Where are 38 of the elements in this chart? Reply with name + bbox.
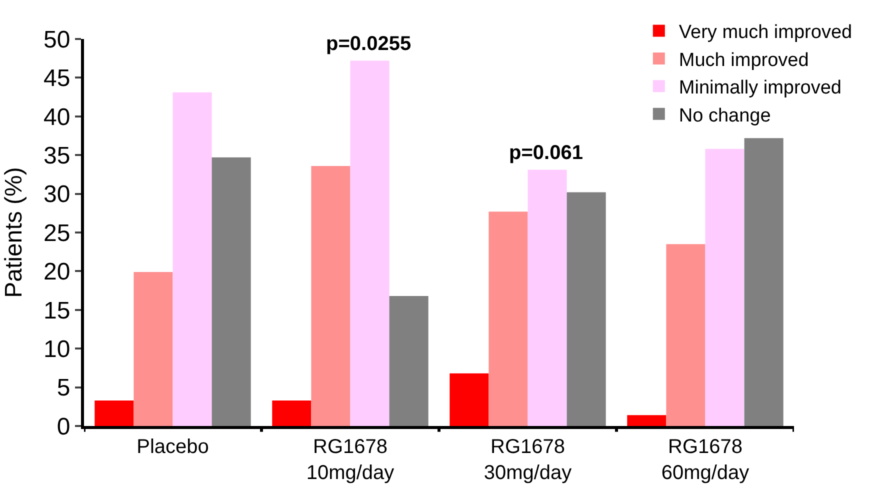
legend-label: No change	[678, 105, 771, 126]
y-tick-label: 0	[56, 413, 70, 440]
y-tick-label: 20	[43, 258, 70, 286]
annotation: p=0.0255	[326, 33, 412, 55]
y-tick-label: 30	[43, 181, 70, 208]
y-axis-title: Patients (%)	[0, 167, 28, 298]
bar	[528, 170, 567, 426]
x-tick-label: RG1678 60mg/day	[661, 436, 750, 484]
x-tick-label: RG1678 10mg/day	[306, 436, 394, 484]
bar	[666, 244, 706, 426]
y-tick-label: 10	[43, 336, 70, 363]
y-tick-label: 50	[43, 26, 70, 54]
bar	[488, 212, 528, 426]
bar	[134, 272, 173, 426]
bar	[311, 166, 350, 426]
legend-label: Much improved	[678, 50, 809, 71]
bar	[744, 138, 784, 426]
bar	[566, 192, 606, 426]
bar	[350, 60, 390, 426]
y-tick-label: 25	[43, 220, 70, 247]
legend-label: Minimally improved	[678, 78, 842, 99]
x-tick-label: Placebo	[136, 436, 209, 458]
legend-label: Very much improved	[678, 22, 852, 44]
bar	[389, 296, 428, 426]
y-tick-label: 15	[43, 297, 70, 324]
bar	[450, 373, 489, 426]
x-tick-label: RG1678 30mg/day	[484, 436, 572, 484]
bar	[172, 92, 212, 426]
y-tick-label: 40	[43, 104, 70, 131]
bar	[212, 157, 251, 426]
bar	[94, 400, 134, 426]
y-tick-label: 45	[43, 65, 70, 92]
bar	[627, 415, 666, 426]
y-tick-label: 5	[56, 374, 70, 402]
bar	[705, 148, 744, 426]
annotation: p=0.061	[509, 142, 583, 164]
bar	[272, 400, 312, 426]
y-tick-label: 35	[43, 142, 70, 170]
